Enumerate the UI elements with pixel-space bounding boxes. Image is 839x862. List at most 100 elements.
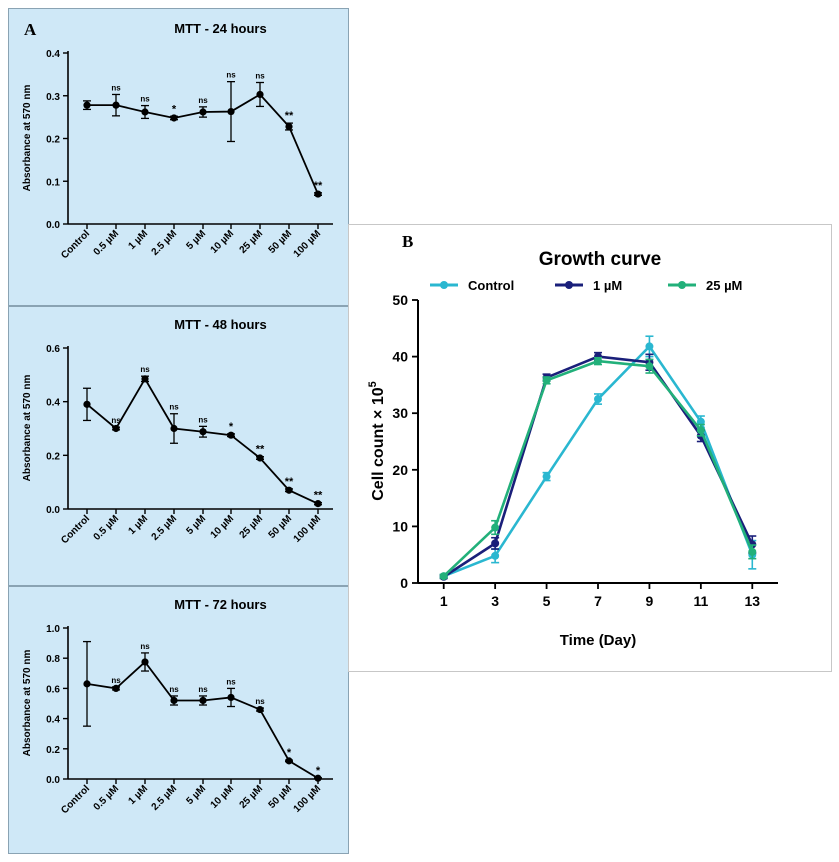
growth-data-point [439,572,448,581]
mtt3-data-point [227,693,235,702]
growth-xlabel: Time (Day) [560,632,636,649]
mtt3-significance-label: * [316,765,321,777]
mtt1-ytick-label: 0.2 [46,135,60,146]
mtt2-data-point [256,454,264,462]
growth-data-point [594,395,602,404]
growth-xtick-label: 13 [744,593,760,609]
mtt2-xtick-label: 10 µM [209,513,237,541]
growth-data-point [542,472,551,481]
mtt3-xtick-label: 0.5 µM [92,783,122,813]
panel-label-b: B [402,232,414,251]
mtt2-xtick-label: 2.5 µM [150,513,180,543]
growth-data-point [645,342,654,351]
mtt1-data-point [256,90,264,99]
mtt2-ytick-label: 0.4 [46,398,60,409]
mtt1-xtick-label: 1 µM [126,228,150,252]
mtt1-xtick-label: 50 µM [267,228,295,256]
panel-label-a: A [24,20,37,39]
mtt-72h-panel [8,586,349,854]
growth-data-point [645,362,654,371]
mtt2-significance-label: ns [111,416,121,425]
mtt3-ytick-label: 0.4 [46,715,60,726]
mtt1-xtick-label: 2.5 µM [150,228,180,258]
growth-ylabel: Cell count × 105 [367,381,387,501]
growth-data-point [594,357,602,366]
mtt1-xtick-label: 100 µM [292,228,324,260]
mtt2-xtick-label: 5 µM [184,513,208,537]
growth-ytick-label: 30 [392,405,408,421]
mtt1-significance-label: * [172,103,177,115]
mtt2-data-point [314,500,322,508]
growth-xtick-label: 5 [543,593,551,609]
growth-legend-marker [678,281,686,289]
mtt1-data-point [227,107,235,116]
mtt3-ytick-label: 0.2 [46,745,60,756]
mtt1-data-point [314,190,322,198]
growth-ytick-label: 50 [392,292,408,308]
mtt3-data-point [199,696,207,705]
growth-data-point [696,417,705,426]
mtt1-data-point [112,101,120,109]
mtt1-xtick-label: 25 µM [238,228,266,256]
mtt1-ylabel: Absorbance at 570 nm [22,85,33,192]
mtt3-xtick-label: Control [59,783,92,816]
mtt3-ytick-label: 0.0 [46,775,60,786]
mtt2-xtick-label: 50 µM [267,513,295,541]
growth-xtick-label: 11 [693,593,708,609]
growth-legend-marker [440,281,448,289]
mtt1-significance-label: ns [198,96,208,105]
mtt3-significance-label: ns [198,685,208,694]
mtt1-ytick-label: 0.0 [46,220,60,231]
mtt-24h-panel [8,8,349,306]
growth-legend-label: Control [468,278,514,293]
mtt2-xtick-label: 100 µM [292,513,324,545]
growth-xtick-label: 1 [440,593,448,609]
mtt2-data-point [83,400,91,408]
growth-data-point [491,551,500,560]
growth-legend-label: 25 µM [706,278,742,293]
mtt2-xtick-label: Control [59,513,92,546]
mtt2-significance-label: * [229,421,234,433]
mtt3-data-point [112,684,120,693]
mtt3-title: MTT - 72 hours [174,597,266,612]
mtt1-ytick-label: 0.1 [46,177,60,188]
mtt3-data-point [256,705,264,714]
growth-data-point [491,539,500,548]
growth-ytick-label: 20 [392,462,408,478]
growth-legend-label: 1 µM [593,278,622,293]
mtt1-data-point [285,122,293,131]
mtt2-data-point [227,431,235,439]
mtt3-significance-label: ns [140,642,150,651]
mtt3-data-point [285,757,293,765]
mtt3-series-line [86,660,319,780]
growth-ytick-label: 10 [392,518,408,534]
mtt1-data-point [199,108,207,116]
mtt2-significance-label: ** [285,476,294,488]
mtt2-xtick-label: 0.5 µM [92,513,122,543]
mtt3-xtick-label: 25 µM [238,783,266,811]
mtt1-ytick-label: 0.3 [46,92,60,103]
growth-series-line [443,344,754,578]
mtt2-significance-label: ns [140,365,150,374]
mtt2-data-point [141,375,149,383]
mtt3-ylabel: Absorbance at 570 nm [22,650,33,757]
growth-ytick-label: 40 [392,349,408,365]
mtt3-ytick-label: 0.6 [46,684,60,695]
mtt1-ytick-label: 0.4 [46,49,60,60]
mtt2-ytick-label: 0.6 [46,344,60,355]
mtt3-significance-label: ns [111,676,121,685]
growth-legend-marker [565,281,573,289]
mtt2-ylabel: Absorbance at 570 nm [22,375,33,482]
mtt2-significance-label: ** [314,490,323,502]
mtt2-xtick-label: 1 µM [126,513,150,537]
mtt3-xtick-label: 10 µM [209,783,237,811]
mtt3-xtick-label: 50 µM [267,783,295,811]
growth-ytick-label: 0 [400,575,408,591]
mtt3-ytick-label: 0.8 [46,654,60,665]
mtt2-title: MTT - 48 hours [174,317,266,332]
mtt1-data-point [141,108,149,116]
mtt1-xtick-label: Control [59,228,92,261]
mtt3-xtick-label: 5 µM [184,783,208,807]
mtt2-ytick-label: 0.0 [46,505,60,516]
